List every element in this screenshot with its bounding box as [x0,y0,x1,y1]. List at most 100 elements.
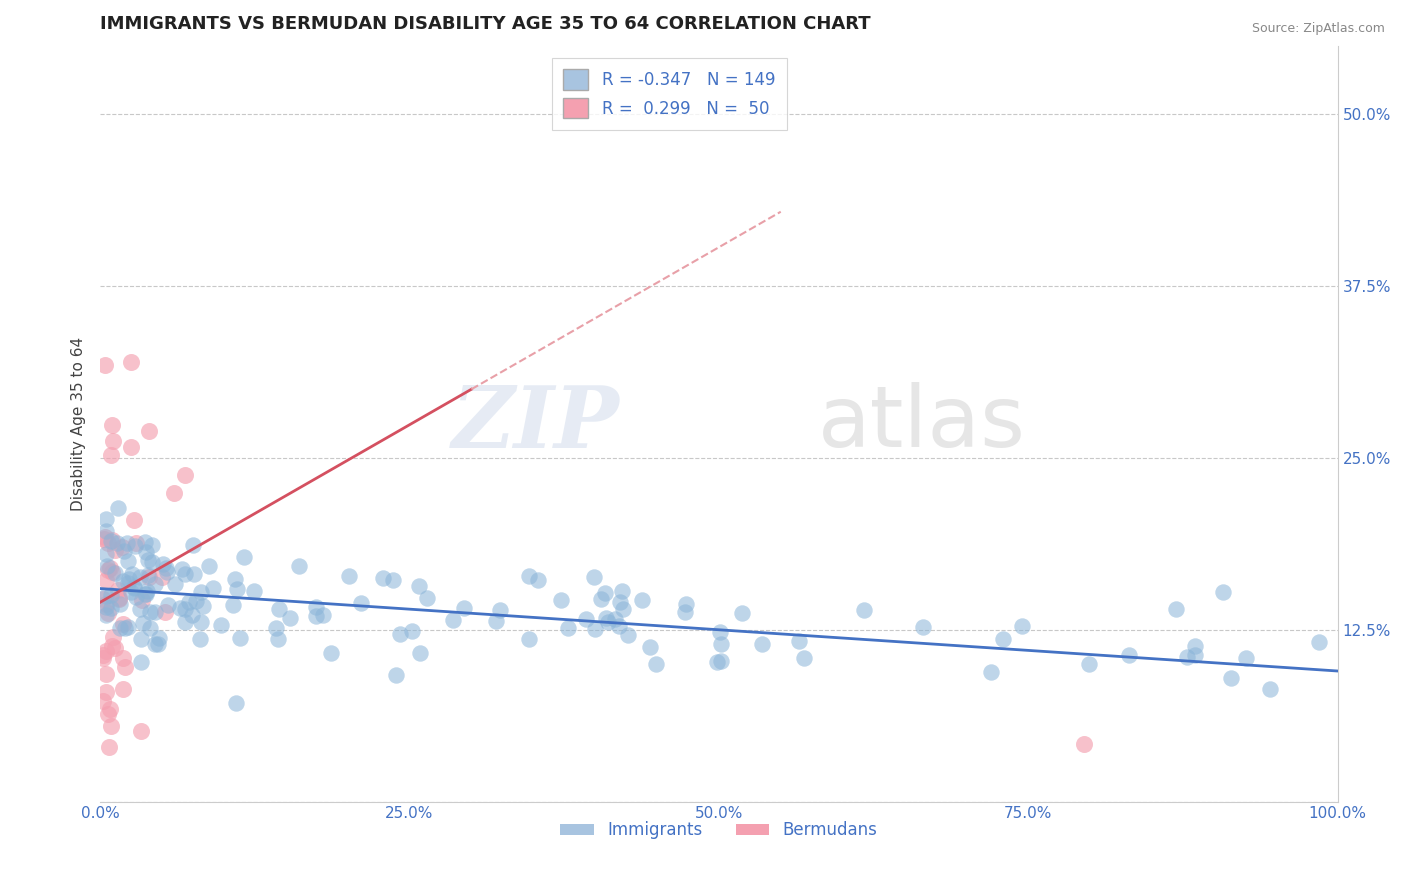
Point [603,612,626,626]
Point [96,589,118,603]
Point [104,543,127,558]
Point [607,619,630,633]
Point [527,574,550,588]
Point [173,615,195,629]
Point [190,632,212,646]
Point [385,668,408,682]
Text: ZIP: ZIP [451,382,620,466]
Point [97,739,120,754]
Point [124,539,146,553]
Point [101,533,124,548]
Point [609,595,631,609]
Point [489,603,512,617]
Point [441,613,464,627]
Point [139,621,162,635]
Point [174,468,197,483]
Point [177,595,200,609]
Point [1258,681,1281,696]
Point [112,682,135,697]
Point [174,567,197,582]
Point [183,566,205,581]
Point [911,620,934,634]
Point [517,632,540,647]
Point [193,599,215,614]
Point [96,600,118,615]
Point [124,581,146,595]
Point [595,586,617,600]
Point [120,355,142,369]
Point [550,592,572,607]
Point [120,585,142,599]
Point [125,590,148,604]
Point [304,600,326,615]
Point [574,611,596,625]
Point [91,592,114,607]
Point [112,651,135,665]
Point [305,608,328,623]
Point [409,646,432,660]
Point [100,719,122,733]
Point [132,616,155,631]
Point [485,614,508,628]
Point [103,640,125,655]
Point [731,606,754,620]
Point [134,587,156,601]
Point [94,530,117,544]
Point [163,576,186,591]
Point [172,562,194,576]
Point [596,615,619,629]
Point [96,512,118,526]
Point [675,597,697,611]
Point [557,621,579,635]
Point [134,535,156,549]
Point [153,605,176,619]
Point [98,561,121,575]
Point [138,570,160,584]
Point [94,643,117,657]
Point [264,621,287,635]
Point [94,358,117,372]
Point [631,593,654,607]
Point [143,577,166,591]
Point [138,424,160,438]
Point [141,555,163,569]
Point [1073,737,1095,751]
Point [111,540,134,554]
Point [225,582,247,596]
Point [710,654,733,668]
Point [122,580,145,594]
Point [108,591,131,605]
Point [787,633,810,648]
Point [243,584,266,599]
Point [122,513,145,527]
Point [1011,618,1033,632]
Point [190,615,212,629]
Point [1234,650,1257,665]
Point [582,570,605,584]
Point [118,572,141,586]
Point [114,621,136,635]
Point [100,565,122,579]
Point [141,538,163,552]
Point [1164,602,1187,616]
Point [201,581,224,595]
Point [184,594,207,608]
Point [337,568,360,582]
Point [128,601,150,615]
Point [591,591,613,606]
Point [146,637,169,651]
Point [710,636,733,650]
Point [181,538,204,552]
Point [101,434,124,448]
Point [117,620,139,634]
Point [129,723,152,738]
Point [673,605,696,619]
Point [155,561,177,575]
Point [136,567,159,582]
Point [96,559,118,574]
Point [150,570,173,584]
Point [117,576,139,591]
Point [751,637,773,651]
Point [96,608,118,623]
Point [980,665,1002,679]
